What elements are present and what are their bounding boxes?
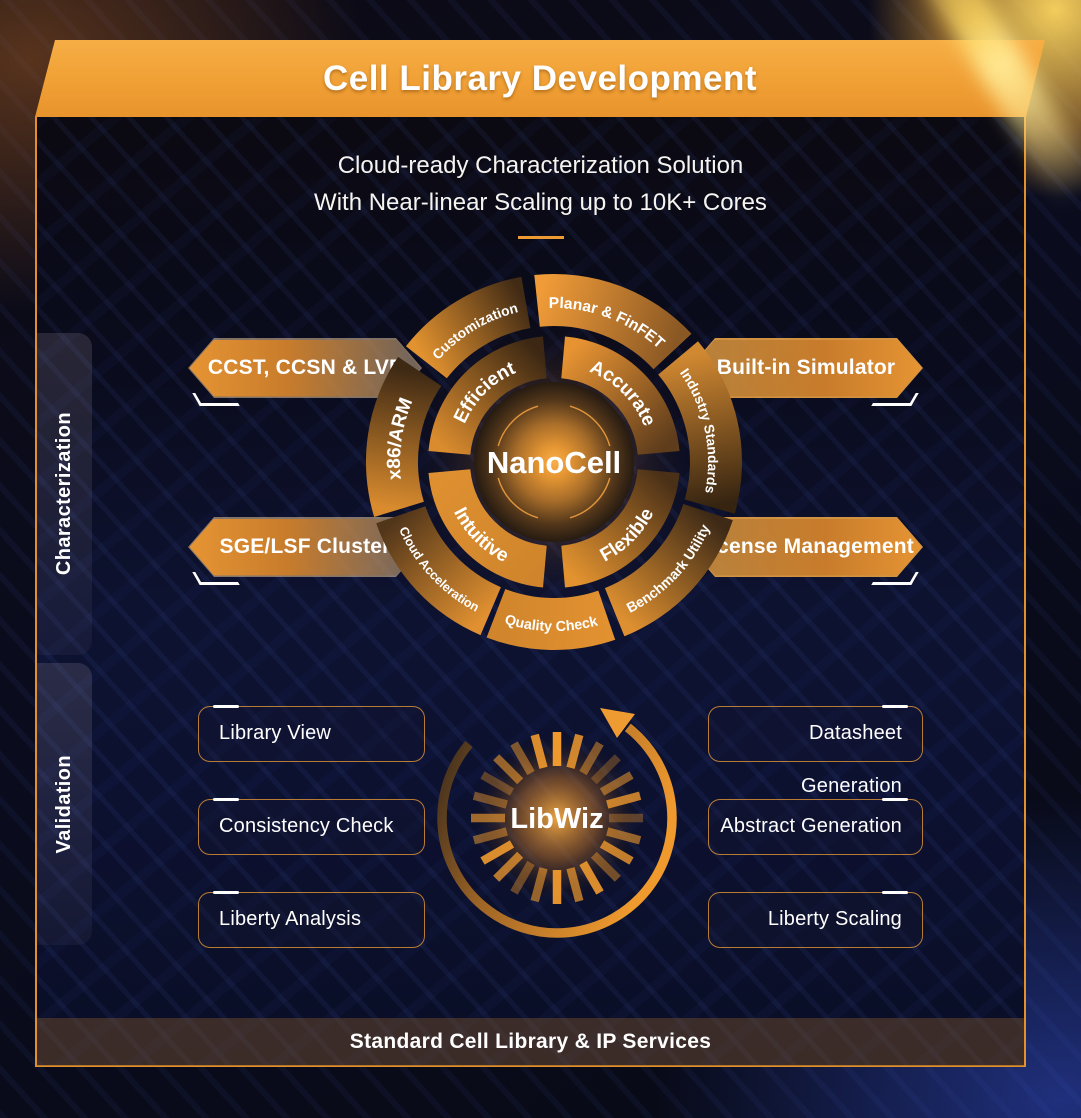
title-banner: Cell Library Development [35,40,1045,117]
chip-label: Consistency Check [219,815,394,837]
chip-ccst-ccsn-lvf[interactable]: CCST, CCSN & LVF [188,338,422,406]
chip-liberty-scaling[interactable]: Liberty Scaling [708,890,923,948]
chip-label: Library View [219,722,332,744]
chip-abstract-generation[interactable]: Abstract Generation [708,797,923,855]
corner-accent [192,572,240,585]
chip-datasheet-generation[interactable]: Datasheet Generation [708,704,923,797]
chip-dash-accent [882,797,908,801]
chip-license-management[interactable]: License Management [689,517,923,585]
divider-rule [517,236,564,239]
chip-label: License Management [698,535,914,558]
corner-accent [871,393,919,406]
chip-dash-accent [213,704,239,708]
chip-consistency-check[interactable]: Consistency Check [198,797,425,855]
chip-label: Liberty Analysis [219,908,362,930]
footer-label: Standard Cell Library & IP Services [349,1030,712,1053]
chip-liberty-analysis[interactable]: Liberty Analysis [198,890,425,948]
chip-sge-lsf-cluster[interactable]: SGE/LSF Cluster [188,517,422,585]
page-title: Cell Library Development [322,59,758,98]
chip-dash-accent [213,890,239,894]
section-label-text: Characterization [53,412,75,576]
chip-built-in-simulator[interactable]: Built-in Simulator [689,338,923,406]
corner-accent [192,393,240,406]
section-label-text: Validation [53,754,75,854]
chip-dash-accent [882,704,908,708]
chip-label: SGE/LSF Cluster [219,535,391,558]
chip-library-view[interactable]: Library View [198,704,425,762]
intro-line-2: With Near-linear Scaling up to 10K+ Core… [314,189,767,216]
chip-label: CCST, CCSN & LVF [207,356,403,379]
section-label-validation: Validation [37,663,92,945]
chip-label: Liberty Scaling [767,908,902,930]
chip-label: Built-in Simulator [716,356,896,379]
section-label-characterization: Characterization [37,333,92,655]
intro-line-1: Cloud-ready Characterization Solution [337,152,744,179]
chip-dash-accent [882,890,908,894]
corner-accent [871,572,919,585]
chip-label: Abstract Generation [720,815,902,837]
intro-block: Cloud-ready Characterization Solution Wi… [40,147,1041,239]
chip-label: Datasheet Generation [801,722,902,797]
chip-dash-accent [213,797,239,801]
footer-bar: Standard Cell Library & IP Services [37,1018,1024,1066]
